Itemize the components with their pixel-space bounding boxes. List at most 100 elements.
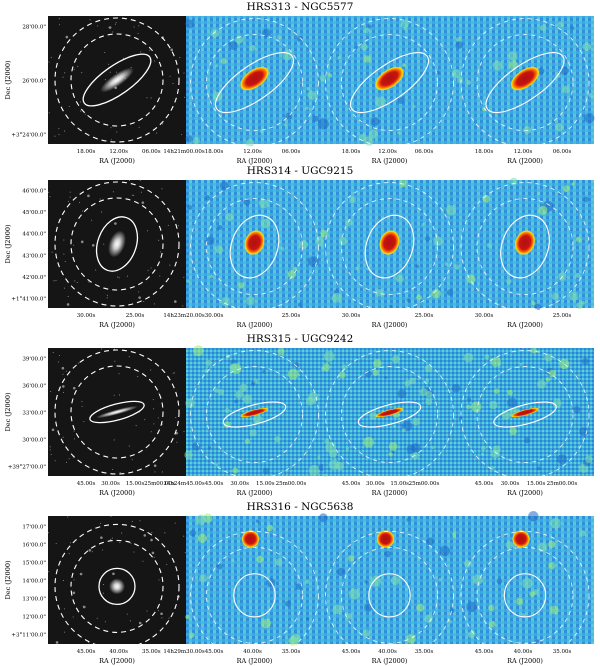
aperture-ellipse xyxy=(229,214,280,279)
background-annulus xyxy=(54,17,180,143)
ra-tick-label: 25m00.00s xyxy=(144,481,175,487)
ra-axis-label: RA (J2000) xyxy=(372,157,408,165)
ra-tick-label: 35.00s xyxy=(553,649,572,655)
dec-tick-label: 39'00.0" xyxy=(22,357,46,363)
ra-axis-label: RA (J2000) xyxy=(237,157,273,165)
row-title: HRS314 - UGC9215 xyxy=(247,165,354,177)
emission-peak xyxy=(510,407,540,418)
ra-tick-label: 30.00s xyxy=(342,313,361,319)
aperture-ellipse xyxy=(98,567,136,606)
map-panel-3 xyxy=(454,177,594,312)
map-panel-1 xyxy=(184,345,326,480)
map-panel-3 xyxy=(451,16,595,148)
ra-tick-label: 30.00s xyxy=(205,313,224,319)
galaxy-optical xyxy=(108,230,126,258)
ra-tick-label: 12.00s xyxy=(378,149,397,155)
ra-tick-label: 30.00s xyxy=(230,481,249,487)
aperture-ellipse xyxy=(95,216,139,272)
emission-peak xyxy=(510,66,540,91)
row-title: HRS315 - UGC9242 xyxy=(247,333,354,345)
dec-tick-label: 16'00.0" xyxy=(22,543,46,549)
dec-tick-label: 44'00.0" xyxy=(22,232,46,238)
row-3: HRS315 - UGC9242 39'00.0" 36'00.0" 33'00.0"… xyxy=(4,333,594,497)
background-annulus xyxy=(341,366,438,464)
ra-tick-label: 30.00s xyxy=(475,313,494,319)
background-annulus xyxy=(341,546,438,644)
ra-axis-label: RA (J2000) xyxy=(372,657,408,665)
ra-tick-label: 30.00s xyxy=(501,481,520,487)
aperture-ellipse xyxy=(368,573,411,618)
ra-tick-label: 25.00s xyxy=(126,313,145,319)
background-annulus xyxy=(341,34,438,132)
background-annulus xyxy=(325,182,454,312)
background-annulus xyxy=(325,18,454,148)
row-2: HRS314 - UGC9215 46'00.0" 45'00.0" 44'00.0"… xyxy=(4,165,594,329)
background-annulus xyxy=(325,350,454,480)
background-annulus xyxy=(70,33,164,127)
ra-tick-label: 25m00.00s xyxy=(276,481,307,487)
row-title: HRS316 - NGC5638 xyxy=(247,501,354,513)
ra-axis-label: RA (J2000) xyxy=(99,321,135,329)
ra-tick-label: 06.00s xyxy=(282,149,301,155)
dec-tick-label: +1°41'00.0" xyxy=(11,297,46,303)
ra-tick-label: 06.00s xyxy=(142,149,161,155)
map-panel-2 xyxy=(317,16,456,148)
dec-tick-label: 26'00.0" xyxy=(22,79,46,85)
map-panel-3 xyxy=(456,511,594,660)
ra-tick-label: 45.00s xyxy=(77,649,96,655)
ra-axis-label: RA (J2000) xyxy=(99,657,135,665)
dec-tick-label: 12'00.0" xyxy=(22,615,46,621)
ra-tick-label: 15.00s xyxy=(390,481,409,487)
background-annulus xyxy=(70,365,164,459)
dec-tick-label: 13'00.0" xyxy=(22,597,46,603)
ra-tick-label: 40.00s xyxy=(514,649,533,655)
ra-axis-label: RA (J2000) xyxy=(99,157,135,165)
background-annulus xyxy=(70,539,164,633)
dec-tick-label: 43'00.0" xyxy=(22,253,46,259)
ra-axis-label: RA (J2000) xyxy=(99,489,135,497)
ra-tick-label: 40.00s xyxy=(109,649,128,655)
dec-tick-label: 14'00.0" xyxy=(22,579,46,585)
ra-tick-label: 06.00s xyxy=(415,149,434,155)
galaxy-optical xyxy=(109,578,125,595)
ra-axis-label: RA (J2000) xyxy=(237,321,273,329)
rows-layer: HRS313 - NGC5577 28'00.0" 26'00.0" +3°24'00… xyxy=(4,1,595,665)
dec-axis-label: Dec (J2000) xyxy=(4,560,12,599)
ra-axis-label: RA (J2000) xyxy=(372,321,408,329)
map-panel-3 xyxy=(451,347,594,480)
background-annulus xyxy=(54,181,180,307)
background-annulus xyxy=(476,198,574,296)
ra-axis-label: RA (J2000) xyxy=(372,489,408,497)
ra-tick-label: 30.00s xyxy=(101,481,120,487)
aperture-ellipse xyxy=(214,52,295,114)
row-4: HRS316 - NGC5638 17'00.0" 16'00.0" 15'00.0"… xyxy=(4,501,594,665)
ra-tick-label: 25m00.00s xyxy=(547,481,578,487)
ra-tick-label: 45.00s xyxy=(475,649,494,655)
ra-axis-label: RA (J2000) xyxy=(237,489,273,497)
ra-axis-label: RA (J2000) xyxy=(507,321,543,329)
map-panel-1 xyxy=(186,180,327,312)
background-annulus xyxy=(341,198,438,296)
dec-tick-label: 30'00.0" xyxy=(22,438,46,444)
ra-tick-label: 25m00.00s xyxy=(409,481,440,487)
ra-axis-label: RA (J2000) xyxy=(507,489,543,497)
background-annulus xyxy=(460,182,590,312)
dec-axis-label: Dec (J2000) xyxy=(4,224,12,263)
aperture-ellipse xyxy=(222,401,287,428)
background-annulus xyxy=(54,349,180,475)
ra-tick-label: 14h29m30.00s xyxy=(163,649,205,655)
ra-tick-label: 15.00s xyxy=(256,481,275,487)
ra-axis-label: RA (J2000) xyxy=(507,157,543,165)
ra-tick-label: 18.00s xyxy=(342,149,361,155)
row-1: HRS313 - NGC5577 28'00.0" 26'00.0" +3°24'00… xyxy=(4,1,595,165)
optical-panel xyxy=(48,348,186,476)
dec-axis-label: Dec (J2000) xyxy=(4,60,12,99)
ra-tick-label: 35.00s xyxy=(415,649,434,655)
dec-tick-label: 42'00.0" xyxy=(22,275,46,281)
dec-tick-label: +3°24'00.0" xyxy=(11,133,46,139)
ra-tick-label: 06.00s xyxy=(553,149,572,155)
map-panel-2 xyxy=(321,348,456,480)
background-annulus xyxy=(476,366,574,464)
emission-peak xyxy=(379,229,400,256)
